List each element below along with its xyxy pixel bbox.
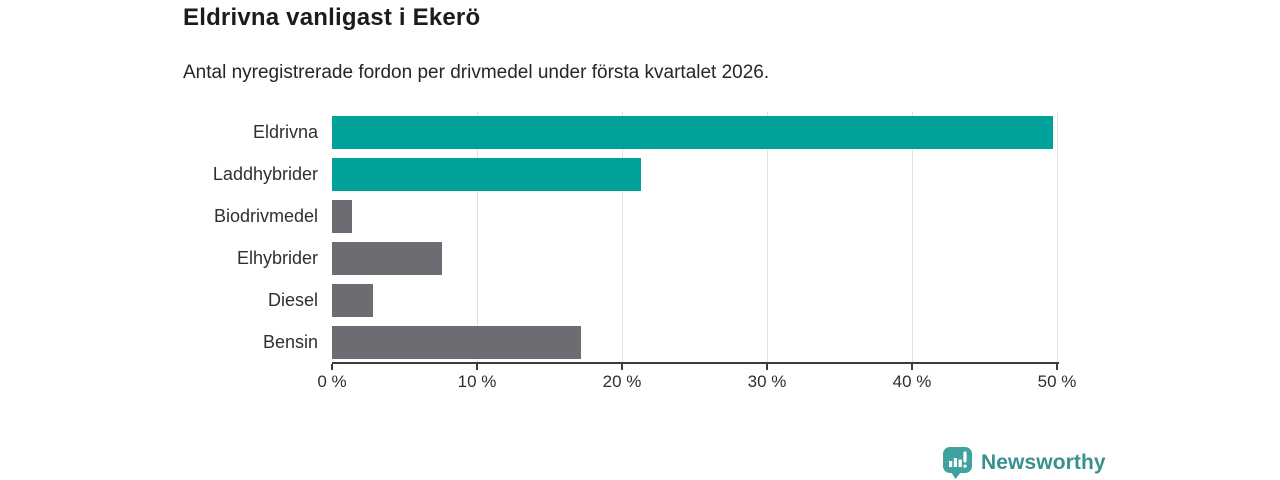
bar-biodrivmedel bbox=[332, 200, 353, 234]
gridline-10 bbox=[476, 112, 478, 363]
chart-title: Eldrivna vanligast i Ekerö bbox=[183, 4, 481, 31]
x-tick-30 bbox=[766, 364, 768, 370]
category-label-diesel: Diesel bbox=[267, 289, 318, 310]
newsworthy-logo-text: Newsworthy bbox=[981, 450, 1106, 474]
category-label-bensin: Bensin bbox=[262, 331, 318, 352]
bar-laddhybrider bbox=[332, 158, 641, 192]
x-tick-40 bbox=[911, 364, 913, 370]
bar-diesel bbox=[332, 283, 373, 317]
category-label-biodrivmedel: Biodrivmedel bbox=[213, 206, 318, 227]
newsworthy-logo[interactable]: Newsworthy bbox=[942, 446, 1106, 479]
category-label-elhybrider: Elhybrider bbox=[236, 247, 318, 268]
x-tick-label-20: 20 % bbox=[602, 372, 642, 391]
bar-chart-speech-bubble-icon bbox=[942, 446, 973, 479]
x-tick-10 bbox=[476, 364, 478, 370]
x-tick-20 bbox=[621, 364, 623, 370]
gridline-20 bbox=[621, 112, 623, 363]
gridline-30 bbox=[766, 112, 768, 363]
x-axis-line bbox=[332, 362, 1059, 364]
gridline-40 bbox=[911, 112, 913, 363]
bar-eldrivna bbox=[332, 116, 1053, 150]
gridline-50 bbox=[1056, 112, 1058, 363]
x-tick-50 bbox=[1056, 364, 1058, 370]
x-tick-label-40: 40 % bbox=[892, 372, 932, 391]
x-tick-label-10: 10 % bbox=[457, 372, 497, 391]
plot-area bbox=[332, 112, 1058, 363]
x-tick-0 bbox=[331, 364, 333, 370]
category-label-laddhybrider: Laddhybrider bbox=[212, 164, 318, 185]
x-tick-label-50: 50 % bbox=[1037, 372, 1077, 391]
x-tick-label-0: 0 % bbox=[317, 372, 347, 391]
bar-bensin bbox=[332, 325, 582, 359]
category-label-eldrivna: Eldrivna bbox=[252, 122, 318, 143]
x-tick-label-30: 30 % bbox=[747, 372, 787, 391]
chart-subtitle: Antal nyregistrerade fordon per drivmede… bbox=[183, 62, 770, 83]
bar-elhybrider bbox=[332, 241, 443, 275]
category-labels-column: Eldrivna Laddhybrider Biodrivmedel Elhybrid… bbox=[0, 112, 318, 363]
